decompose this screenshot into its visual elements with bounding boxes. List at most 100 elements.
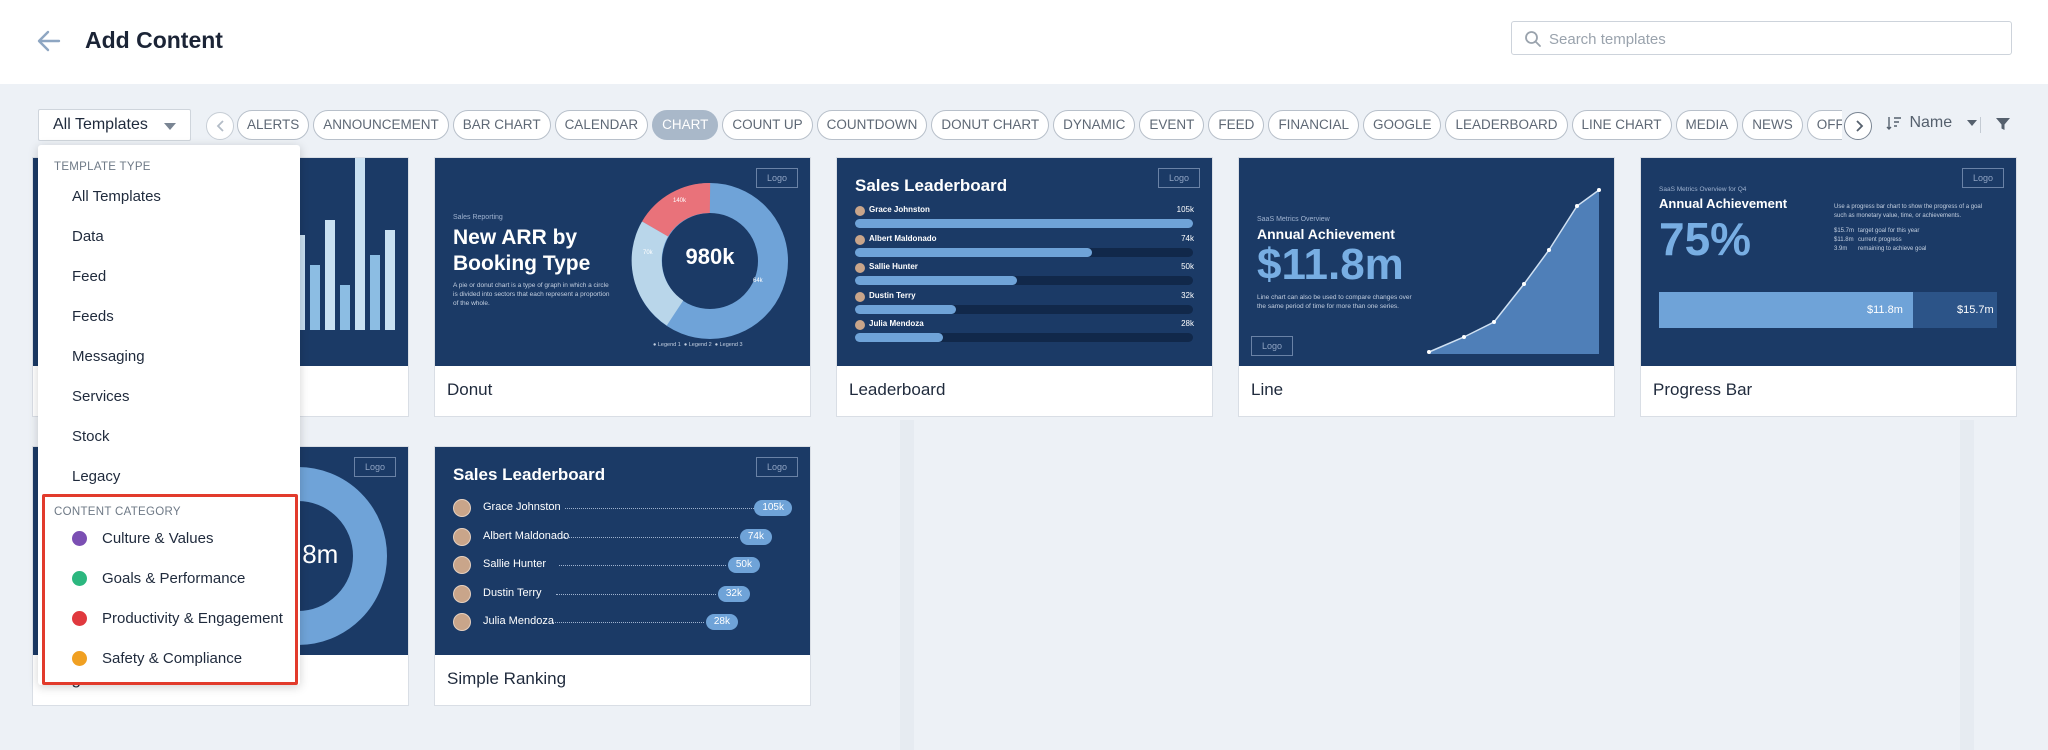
chip-feed[interactable]: FEED [1208, 110, 1265, 140]
chip-google[interactable]: GOOGLE [1362, 110, 1442, 140]
back-button[interactable] [34, 26, 64, 56]
search-box[interactable] [1511, 21, 2012, 55]
legend-value: $15.7m [1834, 228, 1855, 234]
avatar [453, 499, 471, 517]
dropdown-item-stock[interactable]: Stock [72, 428, 110, 445]
chip-alerts[interactable]: ALERTS [237, 110, 310, 140]
progress-track: $11.8m $15.7m [1659, 292, 1997, 328]
progress-current-label: $11.8m [1867, 304, 1903, 316]
avatar [855, 234, 865, 245]
line-chart-graphic [1427, 188, 1601, 354]
leaderboard-name: Dustin Terry [869, 290, 916, 300]
template-thumbnail: Logo Sales Reporting New ARR by Booking … [435, 158, 810, 366]
template-card-label: Donut [447, 380, 493, 399]
avatar [855, 263, 865, 273]
template-card-progress-bar[interactable]: Logo SaaS Metrics Overview for Q4 Annual… [1640, 157, 2017, 417]
chips-scroll-left-button[interactable] [206, 112, 234, 140]
ranking-dots [562, 536, 738, 538]
avatar [453, 527, 471, 546]
chip-office-365[interactable]: OFFICE 365 [1806, 110, 1842, 140]
filter-icon[interactable] [1995, 116, 2011, 132]
chips-scroll-right-button[interactable] [1844, 112, 1872, 140]
ranking-name: Sallie Hunter [483, 558, 546, 570]
ranking-name: Dustin Terry [483, 586, 542, 599]
thumbnail-bar [295, 235, 305, 330]
thumbnail-body: of the whole. [453, 300, 490, 307]
legend-item: Legend 3 [719, 342, 743, 348]
dropdown-item-data[interactable]: Data [72, 228, 104, 245]
template-card-simple-ranking[interactable]: Logo Sales Leaderboard Grace Johnston 105… [434, 446, 811, 706]
thumbnail-body: Line chart can also be used to compare c… [1257, 294, 1412, 301]
chip-donut-chart[interactable]: DONUT CHART [931, 110, 1050, 140]
category-item-productivity-engagement[interactable]: Productivity & Engagement [72, 610, 283, 627]
donut-chart-graphic [631, 183, 788, 339]
leaderboard-value: 28k [1181, 319, 1194, 328]
thumbnail-eyebrow: SaaS Metrics Overview for Q4 [1659, 186, 1747, 193]
ranking-value: 74k [739, 528, 772, 545]
thumbnail-title: New ARR by [453, 226, 578, 249]
legend-value: 3.9m [1834, 246, 1848, 252]
thumbnail-body: A pie or donut chart is a type of graph … [453, 282, 609, 289]
template-type-heading: TEMPLATE TYPE [54, 161, 151, 173]
leaderboard-track [855, 247, 1193, 257]
thumbnail-body: such as monetary value, time, or achieve… [1834, 213, 1962, 219]
category-item-safety-compliance[interactable]: Safety & Compliance [72, 650, 242, 667]
dropdown-item-messaging[interactable]: Messaging [72, 348, 145, 365]
arrow-left-icon [37, 30, 61, 52]
category-color-dot [72, 611, 87, 626]
progress-legend-item: 3.9m remaining to achieve goal [1834, 246, 1926, 252]
chip-chart[interactable]: CHART [652, 110, 719, 140]
donut-center-value: 980k [685, 244, 735, 269]
chip-bar-chart[interactable]: BAR CHART [452, 110, 551, 140]
dropdown-item-feeds[interactable]: Feeds [72, 308, 114, 325]
dropdown-item-all-templates[interactable]: All Templates [72, 188, 161, 205]
chip-line-chart[interactable]: LINE CHART [1571, 110, 1672, 140]
template-thumbnail: Logo Sales Leaderboard Grace Johnston 105… [837, 158, 1212, 366]
leaderboard-name: Albert Maldonado [869, 233, 937, 243]
legend-item: Legend 2 [688, 342, 712, 348]
header: Add Content [0, 0, 2048, 84]
category-chips: ALERTS ANNOUNCEMENT BAR CHART CALENDAR CHART… [237, 110, 1842, 142]
dropdown-item-legacy[interactable]: Legacy [72, 468, 121, 485]
template-type-select[interactable]: All Templates [38, 109, 191, 141]
ranking-name: Julia Mendoza [483, 615, 554, 627]
chip-countdown[interactable]: COUNTDOWN [816, 110, 928, 140]
dropdown-item-services[interactable]: Services [72, 388, 130, 405]
chip-leaderboard[interactable]: LEADERBOARD [1445, 110, 1568, 140]
thumbnail-bar [310, 265, 320, 330]
template-card-leaderboard[interactable]: Logo Sales Leaderboard Grace Johnston 105… [836, 157, 1213, 417]
background-decoration [1960, 420, 1974, 750]
template-thumbnail: SaaS Metrics Overview Annual Achievement… [1239, 158, 1614, 366]
category-item-goals-performance[interactable]: Goals & Performance [72, 570, 245, 587]
template-thumbnail: Logo SaaS Metrics Overview for Q4 Annual… [1641, 158, 2016, 366]
thumbnail-body: is divided into sectors that each repres… [453, 291, 610, 298]
avatar [453, 584, 471, 603]
chip-announcement[interactable]: ANNOUNCEMENT [313, 110, 449, 140]
logo-placeholder: Logo [756, 168, 798, 188]
donut-legend: ● Legend 1 ● Legend 2 ● Legend 3 [653, 342, 743, 348]
avatar [453, 556, 471, 574]
chevron-down-icon [1966, 120, 1977, 126]
thumbnail-eyebrow: SaaS Metrics Overview [1257, 216, 1330, 223]
thumbnail-value: 75% [1659, 213, 1752, 265]
dropdown-item-feed[interactable]: Feed [72, 268, 107, 285]
chip-financial[interactable]: FINANCIAL [1268, 110, 1359, 140]
chip-event[interactable]: EVENT [1139, 110, 1205, 140]
chip-media[interactable]: MEDIA [1675, 110, 1739, 140]
search-input[interactable] [1549, 28, 1999, 50]
sort-dropdown[interactable]: Name [1886, 114, 1977, 136]
sort-icon [1886, 117, 1901, 130]
leaderboard-name: Grace Johnston [869, 205, 930, 214]
donut-segment-label: 140k [673, 198, 687, 204]
thumbnail-value: $11.8m [1257, 240, 1404, 289]
chevron-right-icon [1856, 120, 1864, 132]
chip-news[interactable]: NEWS [1742, 110, 1803, 140]
chip-dynamic[interactable]: DYNAMIC [1053, 110, 1136, 140]
chip-count-up[interactable]: COUNT UP [722, 110, 813, 140]
chip-calendar[interactable]: CALENDAR [554, 110, 649, 140]
template-card-line[interactable]: SaaS Metrics Overview Annual Achievement… [1238, 157, 1615, 417]
category-label: Goals & Performance [102, 570, 246, 587]
template-card-donut[interactable]: Logo Sales Reporting New ARR by Booking … [434, 157, 811, 417]
logo-placeholder: Logo [1251, 336, 1293, 356]
category-item-culture-values[interactable]: Culture & Values [72, 530, 213, 547]
